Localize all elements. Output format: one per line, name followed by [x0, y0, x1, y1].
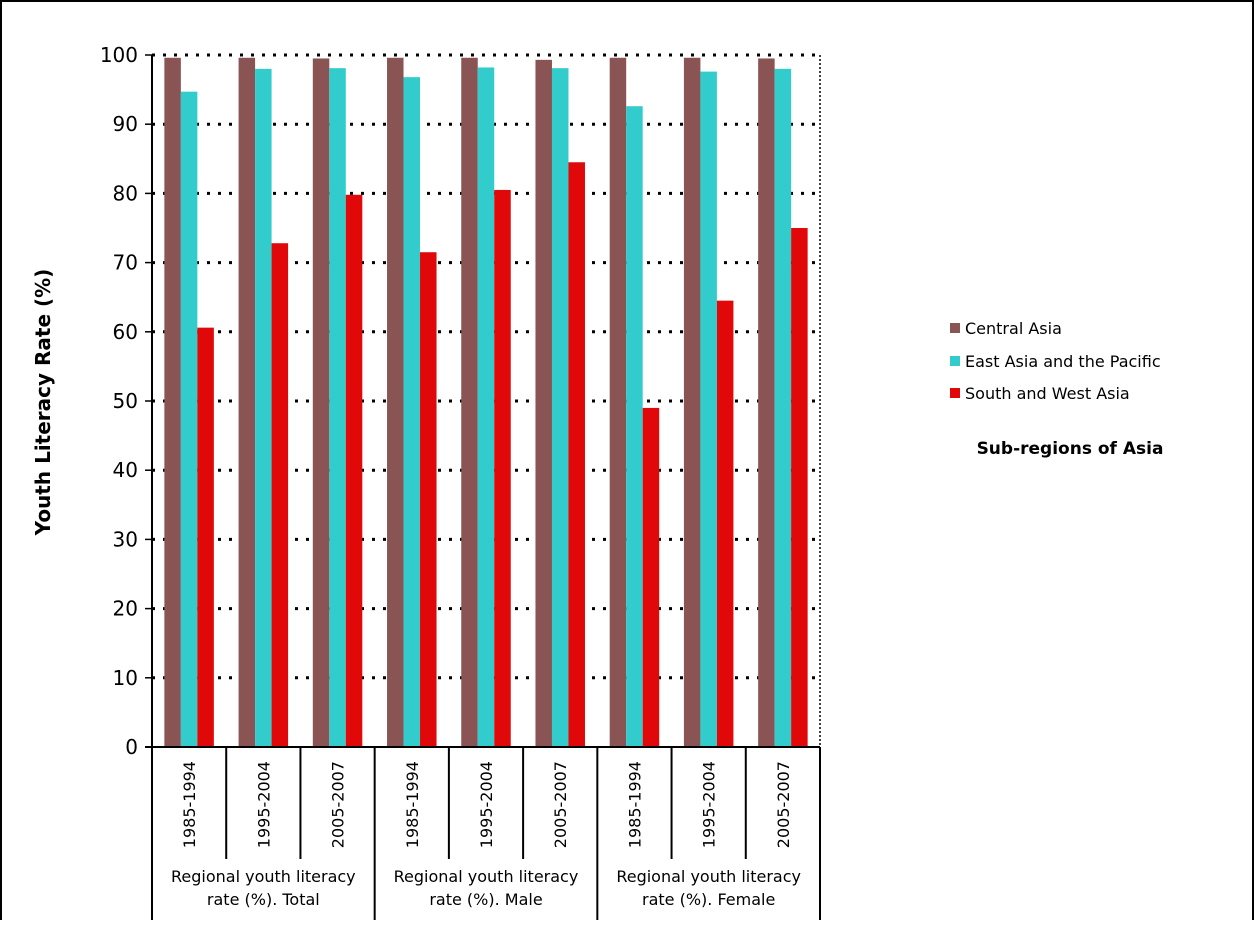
bar — [758, 58, 775, 747]
bar — [626, 106, 643, 747]
y-tick-labels: 0 10 20 30 40 50 60 70 80 90 100 — [100, 43, 138, 759]
bar — [551, 68, 569, 747]
y-tick-label: 80 — [113, 181, 138, 205]
y-tick-label: 10 — [113, 666, 138, 690]
bar — [494, 189, 511, 747]
bar — [568, 162, 585, 747]
x-group-label: Regional youth literacy — [171, 867, 356, 886]
x-group-label: rate (%). Female — [642, 890, 775, 909]
bar — [791, 228, 808, 747]
bar — [238, 57, 256, 747]
y-tick-label: 0 — [125, 735, 138, 759]
legend: Central Asia East Asia and the Pacific So… — [950, 319, 1161, 403]
bar — [535, 59, 552, 748]
y-tick-label: 50 — [113, 389, 138, 413]
y-axis-label: Youth Literacy Rate (%) — [31, 269, 55, 537]
x-tick-label: 2005-2007 — [551, 761, 570, 848]
x-group-label: Regional youth literacy — [394, 867, 579, 886]
bar — [197, 327, 214, 747]
bar — [164, 57, 181, 747]
bars — [164, 57, 808, 748]
y-tick-label: 20 — [113, 597, 138, 621]
bar — [255, 68, 272, 748]
y-tick-label: 40 — [113, 458, 138, 482]
legend-swatch — [950, 388, 960, 398]
bar — [461, 57, 478, 747]
x-group-label: Regional youth literacy — [616, 867, 801, 886]
x-tick-label: 1995-2004 — [477, 761, 496, 848]
x-group-label: rate (%). Male — [429, 890, 542, 909]
bar — [642, 407, 660, 747]
x-tick-label: 2005-2007 — [329, 761, 348, 848]
bar — [774, 68, 792, 748]
bar — [420, 252, 437, 747]
legend-swatch — [950, 356, 960, 366]
x-tick-label: 1995-2004 — [700, 761, 719, 848]
bar — [329, 68, 346, 747]
bar — [180, 91, 198, 747]
bar — [271, 243, 289, 747]
y-tick-label: 70 — [113, 251, 138, 275]
x-tick-label: 1985-1994 — [180, 761, 199, 848]
bar — [700, 71, 717, 747]
legend-title: Sub-regions of Asia — [977, 439, 1164, 459]
x-group-label: rate (%). Total — [207, 890, 320, 909]
bar — [345, 194, 363, 747]
x-tick-label: 1995-2004 — [254, 761, 273, 848]
bar — [716, 300, 734, 747]
bar — [387, 57, 404, 747]
x-tick-label: 1985-1994 — [403, 761, 422, 848]
x-tick-label: 2005-2007 — [774, 761, 793, 848]
y-tick-label: 60 — [113, 320, 138, 344]
bar — [403, 77, 421, 748]
legend-entry: Central Asia — [965, 319, 1062, 338]
bar — [683, 57, 701, 747]
bar — [312, 58, 330, 747]
bar — [477, 67, 495, 748]
y-tick-label: 30 — [113, 527, 138, 551]
y-tick-label: 90 — [113, 112, 138, 136]
legend-swatch — [950, 323, 960, 333]
bar — [609, 57, 627, 747]
legend-entry: South and West Asia — [965, 384, 1130, 403]
y-tick-label: 100 — [100, 43, 138, 67]
legend-entry: East Asia and the Pacific — [965, 352, 1161, 371]
axes — [145, 54, 821, 920]
x-group-labels: Regional youth literacy rate (%). Total Re… — [171, 867, 801, 909]
x-tick-labels: 1985-1994 1995-2004 2005-2007 1985-1994 1995… — [180, 761, 793, 848]
x-tick-label: 1985-1994 — [625, 761, 644, 848]
